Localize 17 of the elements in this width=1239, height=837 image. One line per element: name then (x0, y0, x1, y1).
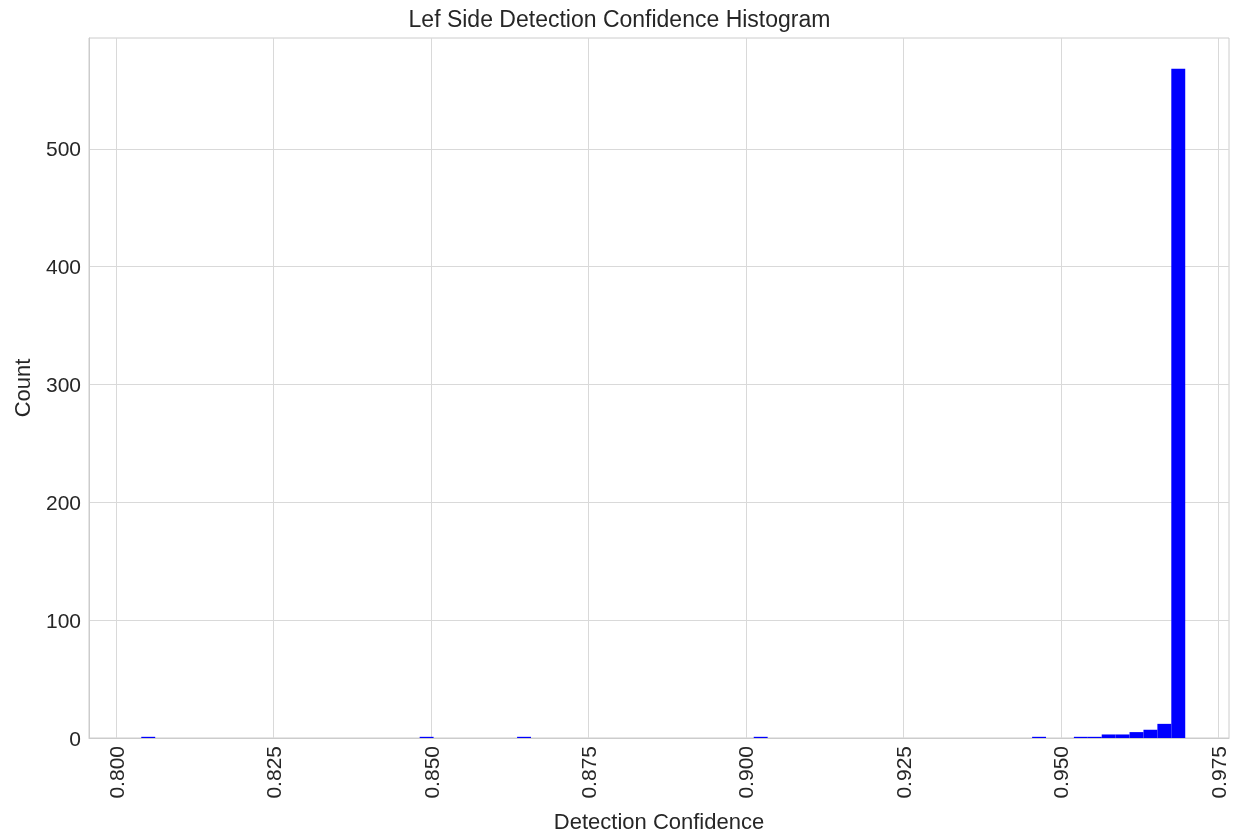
x-axis-title: Detection Confidence (553, 808, 765, 834)
y-axis-title: Count (9, 358, 35, 418)
y-tick-label: 400 (45, 255, 81, 279)
y-tick-label: 200 (45, 490, 81, 514)
y-tick-label: 100 (45, 608, 81, 632)
y-tick-label: 0 (69, 726, 81, 750)
x-tick-label: 0.825 (262, 746, 286, 799)
y-tick-label: 500 (45, 137, 81, 161)
x-tick-label: 0.975 (1206, 746, 1230, 799)
x-tick-label: 0.900 (734, 746, 758, 799)
x-tick-label: 0.950 (1049, 746, 1073, 799)
chart-title: Lef Side Detection Confidence Histogram (408, 5, 831, 32)
x-tick-label: 0.800 (104, 746, 128, 799)
x-tick-label: 0.850 (419, 746, 443, 799)
x-tick-label: 0.925 (891, 746, 915, 799)
y-tick-label: 300 (45, 372, 81, 396)
x-tick-label: 0.875 (576, 746, 600, 799)
